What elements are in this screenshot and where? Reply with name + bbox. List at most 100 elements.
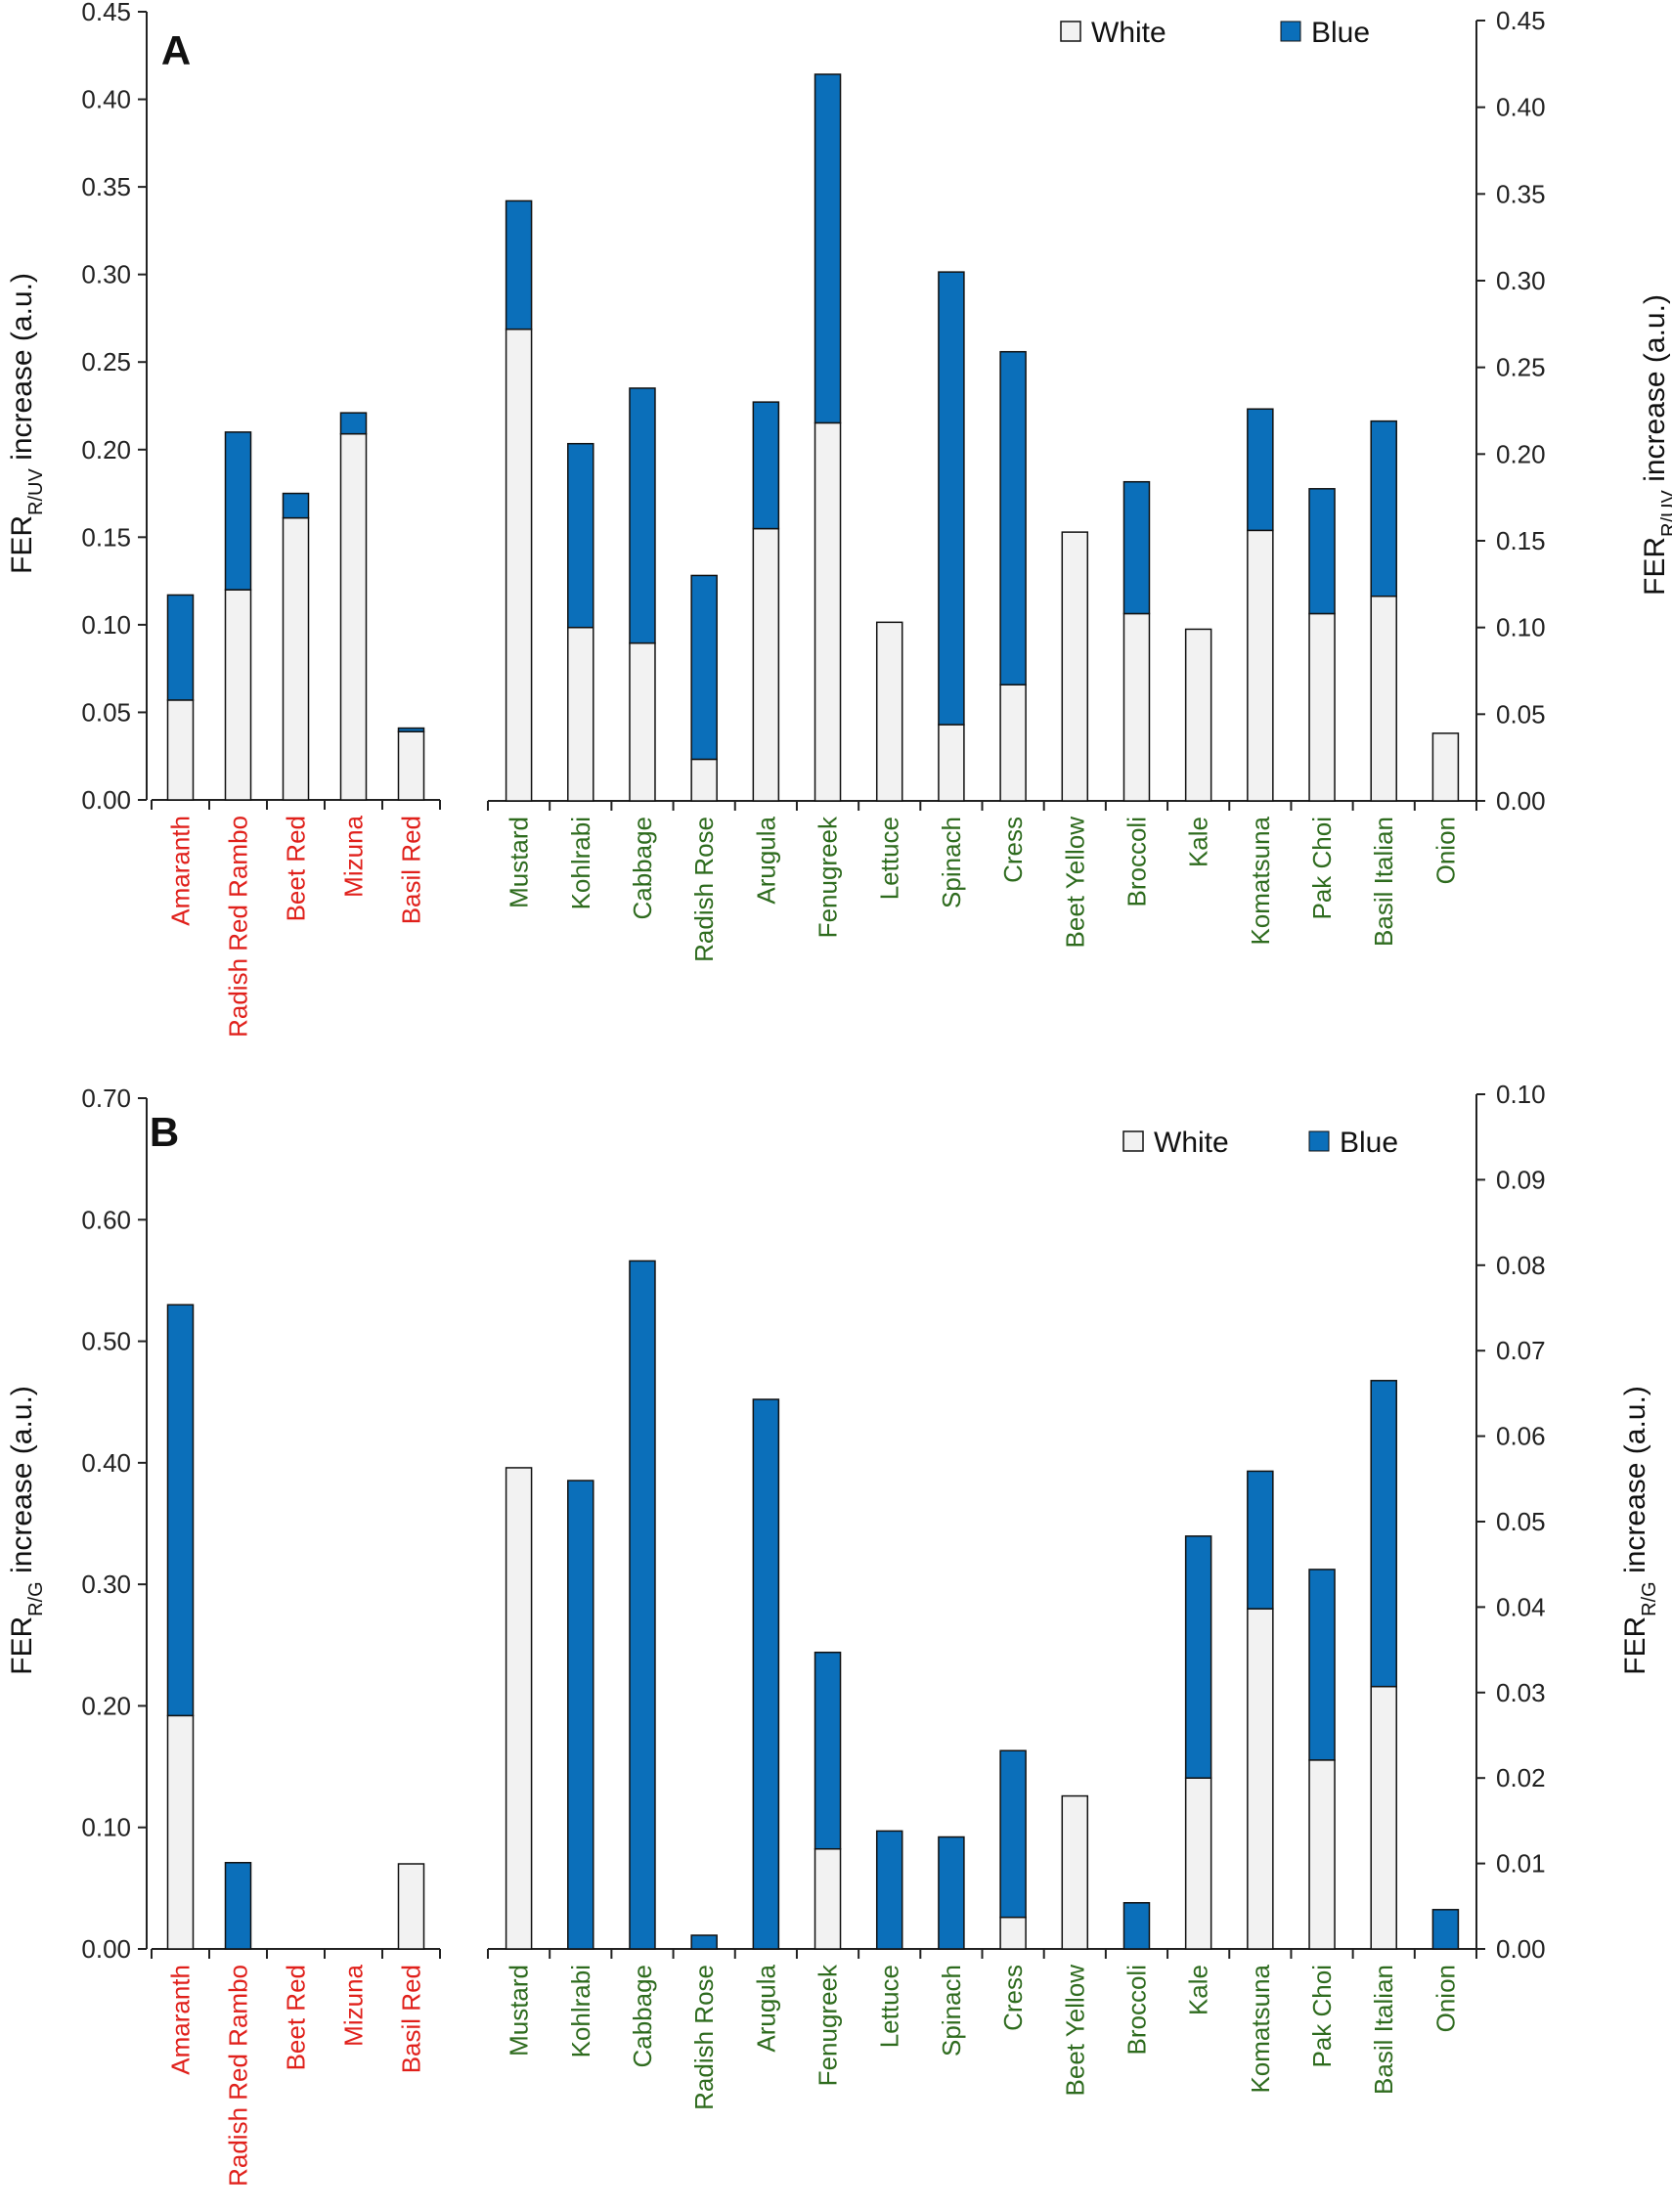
bar-white-kohlrabi [567,626,594,802]
left-y-tick-label: 0.70 [81,1084,131,1113]
group-red: Amaranth Radish Red Rambo Beet Red Mizuna Ba… [151,1304,441,2187]
right-y-tick-label: 0.10 [1496,613,1546,642]
legend-swatch-white [1060,21,1081,42]
category-label: Cress [998,817,1028,883]
legend-swatch-blue [1308,1130,1330,1152]
bar-white-cress [999,684,1027,802]
bar-blue-radish-rose [690,1934,718,1950]
bar-white-cabbage [629,641,656,802]
legend-swatch-blue [1280,21,1301,42]
axis-title-rest: increase (a.u.) [6,1386,38,1581]
category-label: Kale [1184,1965,1213,2015]
category-label: Amaranth [166,816,196,926]
left-y-tick-label: 0.20 [81,1691,131,1720]
axis-title-main: FER [6,1616,38,1675]
left-y-tick-label: 0.15 [81,522,131,552]
group-red: Amaranth Radish Red Rambo Beet Red Mizuna Ba… [151,412,441,1038]
category-label: Fenugreek [814,1964,843,2086]
category-label: Mustard [505,817,534,908]
category-label: Mizuna [339,815,369,897]
right-y-tick-label: 0.07 [1496,1336,1546,1365]
right-y-tick-label: 0.35 [1496,179,1546,208]
category-label: Onion [1430,817,1460,884]
panel-letter: A [161,27,191,73]
left-y-tick-label: 0.30 [81,260,131,289]
right-y-tick-label: 0.10 [1496,1080,1546,1109]
bar-white-kale [1184,628,1212,802]
axis-title-rest: increase (a.u.) [1639,294,1671,490]
bar-blue-basil-red [397,727,425,732]
category-label: Pak Choi [1307,817,1337,920]
legend: White Blue [1060,17,1370,49]
category-label: Komatsuna [1246,1964,1275,2093]
panel-A: A 0.00 0.05 0.10 0.15 0.20 0.25 0.30 0.35 0.40 0.4… [6,0,1672,1038]
panel-B: B 0.00 0.10 0.20 0.30 0.40 0.50 0.60 0.70 0.00 0.0… [6,1080,1660,2187]
category-label: Cabbage [628,1965,657,2068]
bar-white-beet-yellow [1061,531,1089,802]
right-y-tick-label: 0.30 [1496,266,1546,295]
bar-blue-basil-italian [1370,1380,1397,1688]
category-label: Cabbage [628,817,657,920]
right-axis-title: FERR/G increase (a.u.) [1619,1386,1660,1675]
bar-blue-cress [999,1749,1027,1919]
bar-white-lettuce [875,621,903,802]
axis-title-subscript: R/UV [25,468,47,515]
right-y-tick-label: 0.00 [1496,1934,1546,1964]
category-label: Kale [1184,817,1213,867]
left-y-tick-label: 0.20 [81,435,131,465]
left-y-tick-label: 0.35 [81,172,131,201]
bar-blue-kale [1184,1535,1212,1779]
bar-white-amaranth [166,699,195,801]
right-y-tick-label: 0.03 [1496,1678,1546,1707]
left-y-tick-label: 0.60 [81,1205,131,1234]
category-label: Basil Italian [1369,817,1398,947]
bar-blue-amaranth [166,1304,195,1717]
legend-label-white: White [1154,1127,1229,1159]
bar-blue-spinach [938,271,965,726]
bar-blue-lettuce [875,1830,903,1950]
left-axis-title: FERR/G increase (a.u.) [6,1386,47,1675]
bar-white-basil-italian [1370,595,1397,802]
legend-label-blue: Blue [1311,17,1370,49]
right-y-tick-label: 0.20 [1496,439,1546,468]
category-label: Broccoli [1122,1965,1151,2055]
bar-blue-arugula [752,401,780,530]
bar-white-basil-red [397,1863,425,1950]
category-label: Fenugreek [814,816,843,938]
right-y-tick-label: 0.09 [1496,1165,1546,1194]
bar-white-pak-choi [1308,612,1336,802]
bar-blue-broccoli [1122,1902,1151,1950]
bar-white-pak-choi [1308,1759,1336,1950]
category-label: Arugula [751,1964,780,2052]
axis-title-rest: increase (a.u.) [6,273,38,468]
right-y-tick-label: 0.06 [1496,1422,1546,1451]
category-label: Kohlrabi [566,817,595,909]
left-y-tick-label: 0.30 [81,1570,131,1599]
bar-blue-radish-red-rambo [224,431,252,591]
left-y-tick-label: 0.50 [81,1327,131,1356]
right-y-tick-label: 0.40 [1496,93,1546,122]
bar-white-beet-red [282,516,310,801]
bar-blue-fenugreek [814,73,842,424]
axis-title-rest: increase (a.u.) [1619,1386,1651,1581]
bar-white-fenugreek [814,1847,842,1950]
bar-blue-mustard [505,199,533,331]
bar-white-arugula [752,527,780,802]
category-label: Cress [998,1965,1028,2031]
right-y-tick-label: 0.08 [1496,1251,1546,1280]
legend-label-blue: Blue [1340,1127,1398,1159]
category-label: Spinach [937,817,966,908]
category-label: Radish Red Rambo [224,816,253,1038]
axis-title-subscript: R/G [1639,1581,1660,1616]
category-label: Onion [1430,1965,1460,2032]
left-y-tick-label: 0.25 [81,347,131,376]
bar-white-radish-red-rambo [224,589,252,801]
category-label: Mizuna [339,1964,369,2046]
right-y-tick-label: 0.25 [1496,353,1546,382]
category-label: Radish Rose [689,1965,719,2110]
category-label: Radish Red Rambo [224,1965,253,2187]
bar-white-onion [1431,732,1460,802]
group-green: Mustard Kohlrabi Cabbage Radish Rose Arugula… [487,73,1477,962]
bar-blue-fenugreek [814,1651,842,1850]
